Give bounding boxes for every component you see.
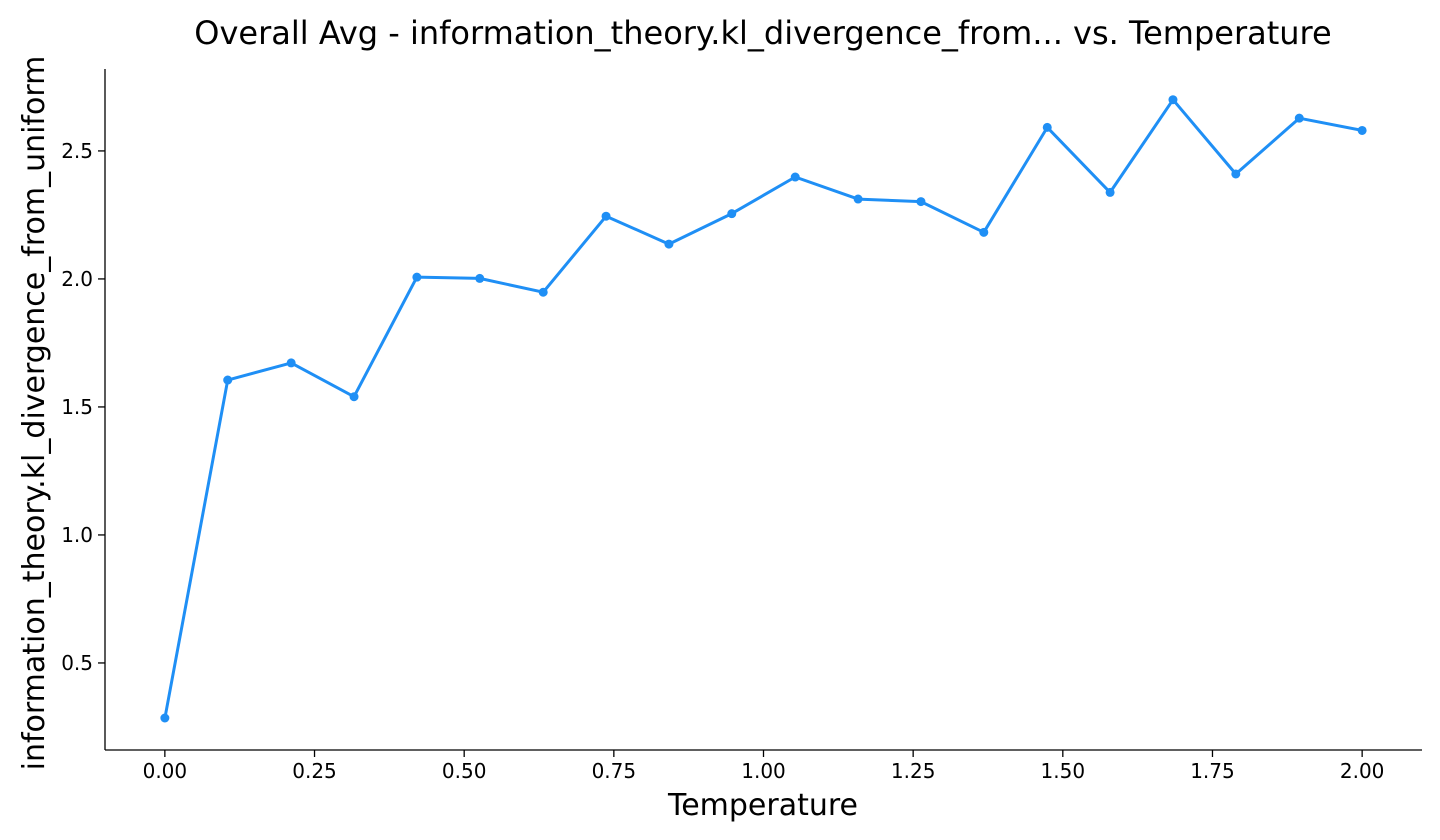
x-ticks: 0.00 0.25 0.50 0.75 1.00 1.25 1.50 1.75 2.00 (143, 750, 1385, 783)
data-point (475, 273, 485, 283)
y-tick-label: 1.5 (61, 395, 93, 419)
data-point (601, 211, 611, 221)
data-point (1357, 125, 1367, 135)
data-point (1231, 169, 1241, 179)
x-tick-label: 1.75 (1190, 759, 1235, 783)
data-point (1294, 113, 1304, 123)
x-tick-label: 1.25 (891, 759, 936, 783)
y-tick-label: 0.5 (61, 651, 93, 675)
data-point (916, 197, 926, 207)
data-point (979, 227, 989, 237)
data-point (1042, 122, 1052, 132)
data-point (349, 392, 359, 402)
y-tick-label: 2.5 (61, 139, 93, 163)
data-point (664, 239, 674, 249)
data-point (727, 209, 737, 219)
series-line (163, 98, 1363, 719)
x-tick-label: 2.00 (1340, 759, 1385, 783)
data-point (853, 194, 863, 204)
x-tick-label: 0.50 (442, 759, 487, 783)
chart-title: Overall Avg - information_theory.kl_dive… (194, 14, 1331, 52)
y-tick-label: 1.0 (61, 523, 93, 547)
y-tick-label: 2.0 (61, 267, 93, 291)
data-point (1168, 95, 1178, 105)
x-tick-label: 0.00 (143, 759, 188, 783)
y-axis-label: information_theory.kl_divergence_from_un… (17, 56, 52, 771)
data-point (160, 713, 170, 723)
x-tick-label: 0.25 (292, 759, 337, 783)
series-group (160, 95, 1367, 723)
y-ticks: 0.5 1.0 1.5 2.0 2.5 (61, 139, 105, 675)
x-tick-label: 0.75 (592, 759, 637, 783)
data-point (286, 358, 296, 368)
data-point (538, 287, 548, 297)
x-axis-label: Temperature (667, 788, 858, 823)
data-point (412, 272, 422, 282)
data-point (790, 172, 800, 182)
x-tick-label: 1.00 (741, 759, 786, 783)
data-point (1105, 187, 1115, 197)
x-tick-label: 1.50 (1041, 759, 1086, 783)
data-point (223, 375, 233, 385)
